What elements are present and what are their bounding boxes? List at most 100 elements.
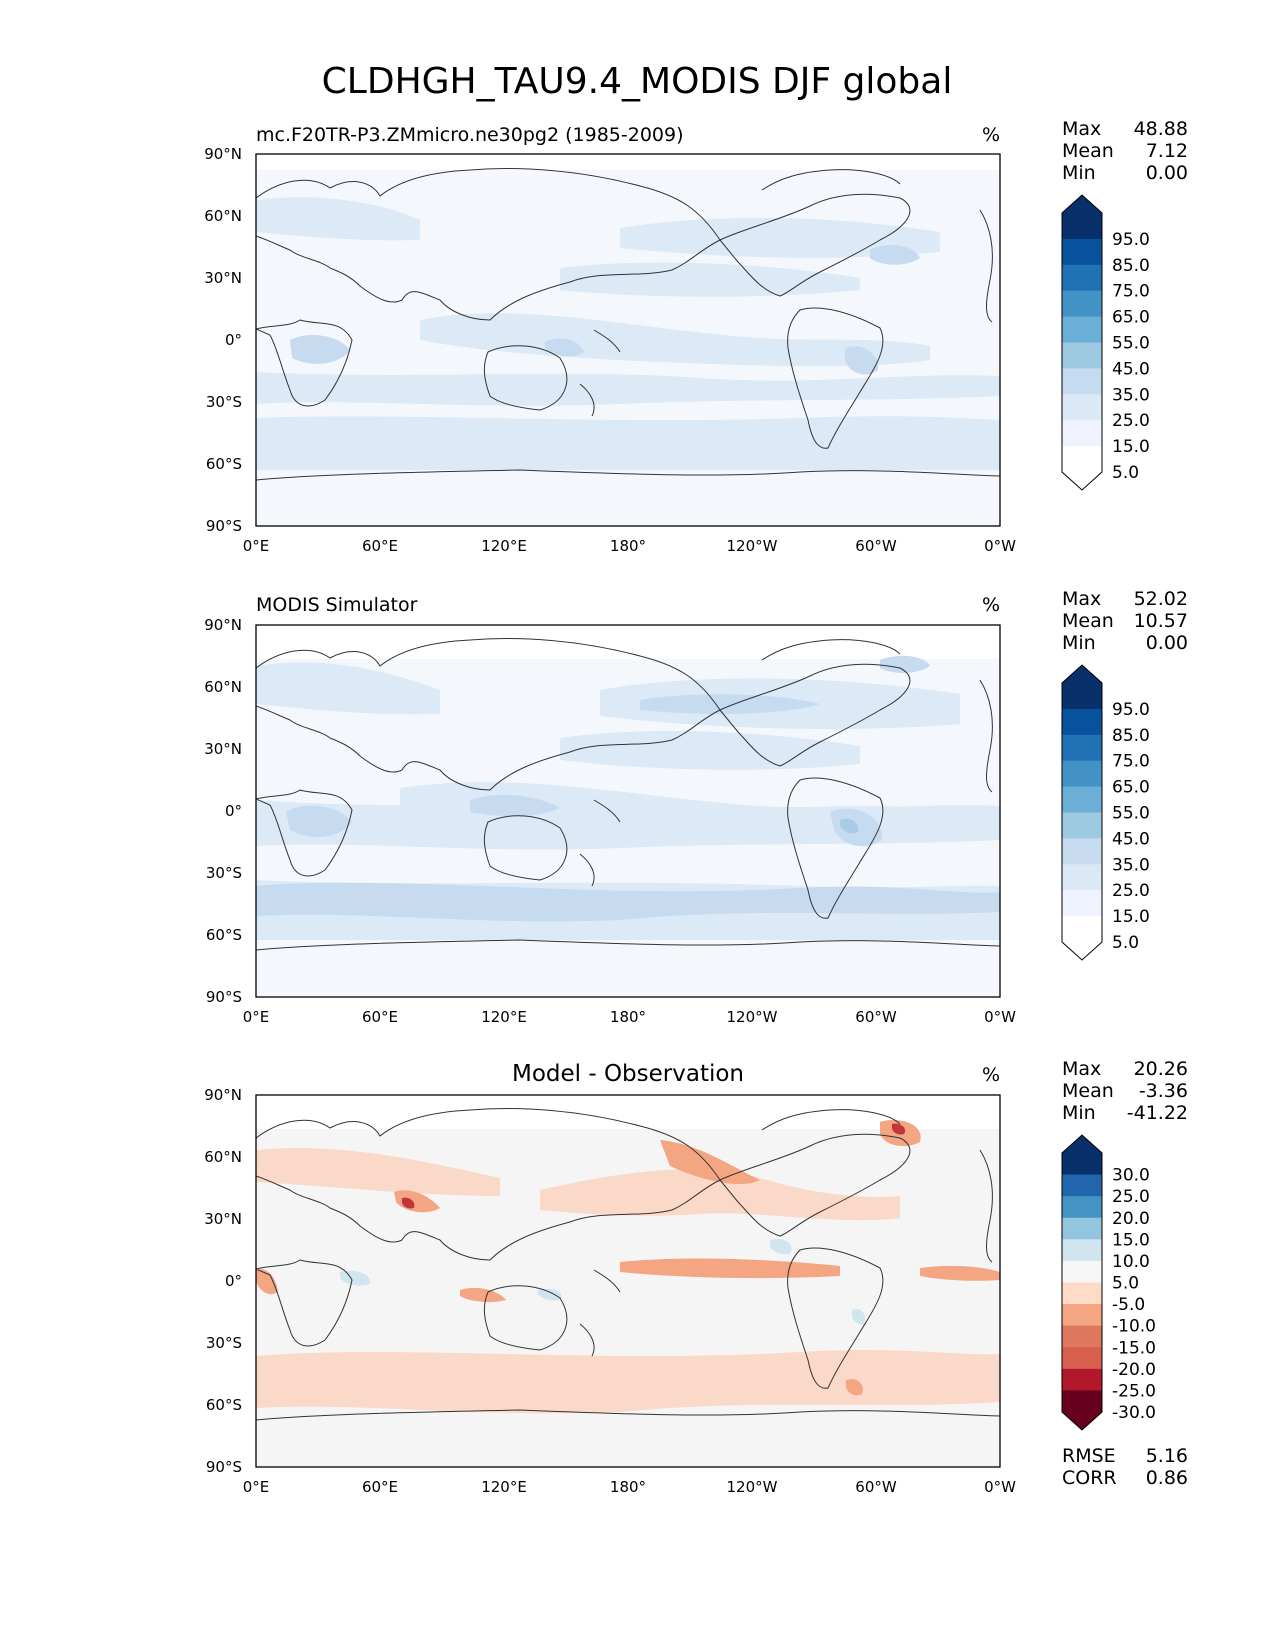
corr-value: 0.86 — [1146, 1467, 1188, 1489]
colorbar-outline — [1061, 664, 1103, 961]
colorbar-tick-label: 55.0 — [1112, 334, 1150, 354]
colorbar-tick-label: 85.0 — [1112, 256, 1150, 276]
corr-label: CORR — [1062, 1467, 1117, 1489]
colorbar-swatch — [1062, 1153, 1102, 1176]
panel-model: mc.F20TR-P3.ZMmicro.ne30pg2 (1985-2009) … — [204, 118, 1188, 555]
colorbar-outline — [1061, 194, 1103, 491]
panel-diff-stats: Max 20.26 Mean -3.36 Min -41.22 — [1062, 1058, 1188, 1124]
panel-obs-left-title: MODIS Simulator — [256, 594, 418, 616]
colorbar-tick-label: 75.0 — [1112, 752, 1150, 772]
panel-obs-stats: Max 52.02 Mean 10.57 Min 0.00 — [1062, 588, 1188, 654]
colorbar-tick-label: 20.0 — [1112, 1209, 1150, 1229]
colorbar-tick-label: -20.0 — [1112, 1360, 1156, 1380]
lon-tick-label: 60°W — [855, 1008, 897, 1026]
lat-tick-label: 30°S — [206, 1334, 242, 1352]
stat-value: 10.57 — [1134, 610, 1188, 632]
colorbar-swatch — [1062, 760, 1102, 788]
stat-value: 0.00 — [1146, 632, 1188, 654]
colorbar-swatch — [1062, 786, 1102, 813]
colorbar-tick-label: 15.0 — [1112, 437, 1150, 457]
colorbar-swatch — [1062, 1325, 1102, 1348]
colorbar-swatch — [1062, 683, 1102, 710]
colorbar-swatch — [1062, 446, 1102, 473]
stat-value: 48.88 — [1134, 118, 1188, 140]
panel-diff-footer: RMSE 5.16 CORR 0.86 — [1062, 1445, 1188, 1489]
panel-obs-colorbar: 95.0 85.0 75.0 65.0 55.0 45.0 35.0 25.0 15.0 5.0 — [1061, 664, 1150, 961]
panel-model-colorbar: 95.0 85.0 75.0 65.0 55.0 45.0 35.0 25.0 15.0 5.0 — [1061, 194, 1150, 491]
colorbar-swatch — [1062, 890, 1102, 917]
colorbar-extend-bottom — [1062, 1412, 1102, 1430]
colorbar-swatch — [1062, 1304, 1102, 1327]
colorbar-tick-label: -5.0 — [1112, 1295, 1145, 1315]
colorbar-tick-label: 15.0 — [1112, 1230, 1150, 1250]
lat-tick-label: 60°N — [204, 207, 242, 225]
lon-tick-label: 60°E — [362, 1008, 398, 1026]
lon-tick-label: 0°W — [984, 537, 1016, 555]
colorbar-tick-label: 85.0 — [1112, 726, 1150, 746]
colorbar-swatch — [1062, 1260, 1102, 1283]
figure-title: CLDHGH_TAU9.4_MODIS DJF global — [322, 61, 953, 102]
colorbar-extend-top — [1062, 665, 1102, 683]
lon-tick-label: 120°E — [481, 1008, 527, 1026]
lat-tick-label: 60°S — [206, 1396, 242, 1414]
colorbar-tick-label: -15.0 — [1112, 1338, 1156, 1358]
stat-label: Max — [1062, 118, 1101, 140]
colorbar-tick-label: 45.0 — [1112, 359, 1150, 379]
stat-value: 7.12 — [1146, 140, 1188, 162]
colorbar-tick-label: -30.0 — [1112, 1403, 1156, 1423]
lat-tick-label: 60°N — [204, 1148, 242, 1166]
stat-value: 20.26 — [1134, 1058, 1188, 1080]
stat-label: Min — [1062, 632, 1096, 654]
lat-tick-label: 30°N — [204, 740, 242, 758]
colorbar-swatch — [1062, 316, 1102, 343]
panel-model-frame — [255, 153, 1001, 527]
lon-tick-label: 60°E — [362, 1478, 398, 1496]
colorbar-swatch — [1062, 708, 1102, 736]
panel-obs-frame — [255, 624, 1001, 998]
lon-tick-label: 0°E — [243, 1478, 270, 1496]
lon-tick-label: 60°W — [855, 1478, 897, 1496]
lon-tick-label: 60°W — [855, 537, 897, 555]
stat-label: Mean — [1062, 1080, 1114, 1102]
panel-diff-lat-ticks: 90°N 60°N 30°N 0° 30°S 60°S 90°S — [204, 1086, 242, 1476]
colorbar-extend-top — [1062, 1135, 1102, 1153]
panel-obs-units: % — [982, 594, 1000, 616]
colorbar-swatch — [1062, 916, 1102, 943]
colorbar-tick-label: 25.0 — [1112, 1187, 1150, 1207]
lon-tick-label: 120°E — [481, 537, 527, 555]
lon-tick-label: 120°W — [727, 1478, 778, 1496]
colorbar-tick-label: 95.0 — [1112, 230, 1150, 250]
lon-tick-label: 180° — [610, 1008, 646, 1026]
colorbar-tick-label: 35.0 — [1112, 385, 1150, 405]
colorbar-tick-label: -25.0 — [1112, 1381, 1156, 1401]
stat-label: Max — [1062, 588, 1101, 610]
panel-diff-map — [256, 1095, 1000, 1467]
colorbar-swatch — [1062, 1347, 1102, 1370]
colorbar-outline — [1061, 1134, 1103, 1431]
lon-tick-label: 0°E — [243, 537, 270, 555]
colorbar-swatch — [1062, 864, 1102, 891]
stat-label: Mean — [1062, 140, 1114, 162]
lat-tick-label: 90°S — [206, 1458, 242, 1476]
colorbar-swatch — [1062, 213, 1102, 240]
panel-model-stats: Max 48.88 Mean 7.12 Min 0.00 — [1062, 118, 1188, 184]
lon-tick-label: 120°E — [481, 1478, 527, 1496]
lat-tick-label: 30°S — [206, 393, 242, 411]
colorbar-tick-label: 35.0 — [1112, 855, 1150, 875]
colorbar-swatch — [1062, 264, 1102, 292]
lat-tick-label: 0° — [225, 331, 242, 349]
lat-tick-label: 90°S — [206, 517, 242, 535]
lon-tick-label: 0°W — [984, 1478, 1016, 1496]
lon-tick-label: 180° — [610, 537, 646, 555]
colorbar-tick-label: 65.0 — [1112, 308, 1150, 328]
lat-tick-label: 0° — [225, 802, 242, 820]
colorbar-tick-label: 65.0 — [1112, 778, 1150, 798]
lat-tick-label: 60°N — [204, 678, 242, 696]
panel-obs-lat-ticks: 90°N 60°N 30°N 0° 30°S 60°S 90°S — [204, 616, 242, 1006]
panel-obs: MODIS Simulator % — [204, 588, 1188, 1026]
lon-tick-label: 120°W — [727, 537, 778, 555]
rmse-value: 5.16 — [1146, 1445, 1188, 1467]
colorbar-tick-label: 10.0 — [1112, 1252, 1150, 1272]
colorbar-tick-label: 95.0 — [1112, 700, 1150, 720]
